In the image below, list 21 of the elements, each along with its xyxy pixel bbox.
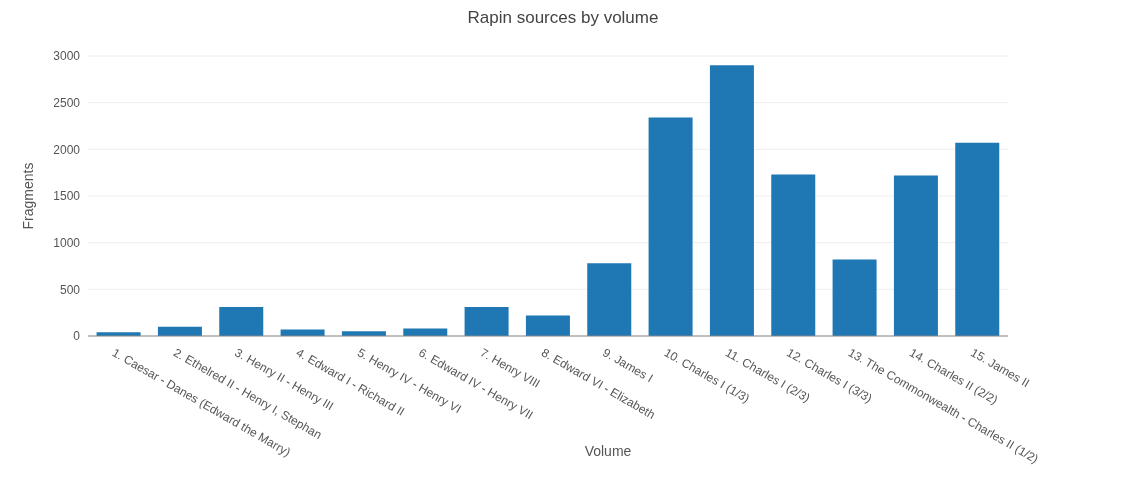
- y-tick-label: 0: [73, 329, 81, 344]
- y-tick-label: 500: [59, 282, 81, 297]
- bar: [771, 174, 816, 336]
- y-axis-title: Fragments: [19, 162, 36, 230]
- y-tick-label: 1500: [53, 189, 81, 204]
- bar: [464, 307, 509, 336]
- bar: [648, 117, 693, 336]
- y-tick-label: 2000: [53, 142, 81, 157]
- y-tick-label: 2500: [53, 95, 81, 110]
- y-tick-label: 3000: [53, 49, 81, 64]
- chart-title: Rapin sources by volume: [466, 8, 660, 29]
- bar: [280, 329, 325, 336]
- bar: [525, 315, 570, 336]
- bar: [709, 65, 754, 336]
- bar: [219, 307, 264, 336]
- bar: [955, 142, 1000, 336]
- x-axis-title: Volume: [584, 443, 632, 459]
- bar: [893, 175, 938, 336]
- bar: [587, 263, 632, 336]
- bar: [832, 259, 877, 336]
- y-tick-label: 1000: [53, 235, 81, 250]
